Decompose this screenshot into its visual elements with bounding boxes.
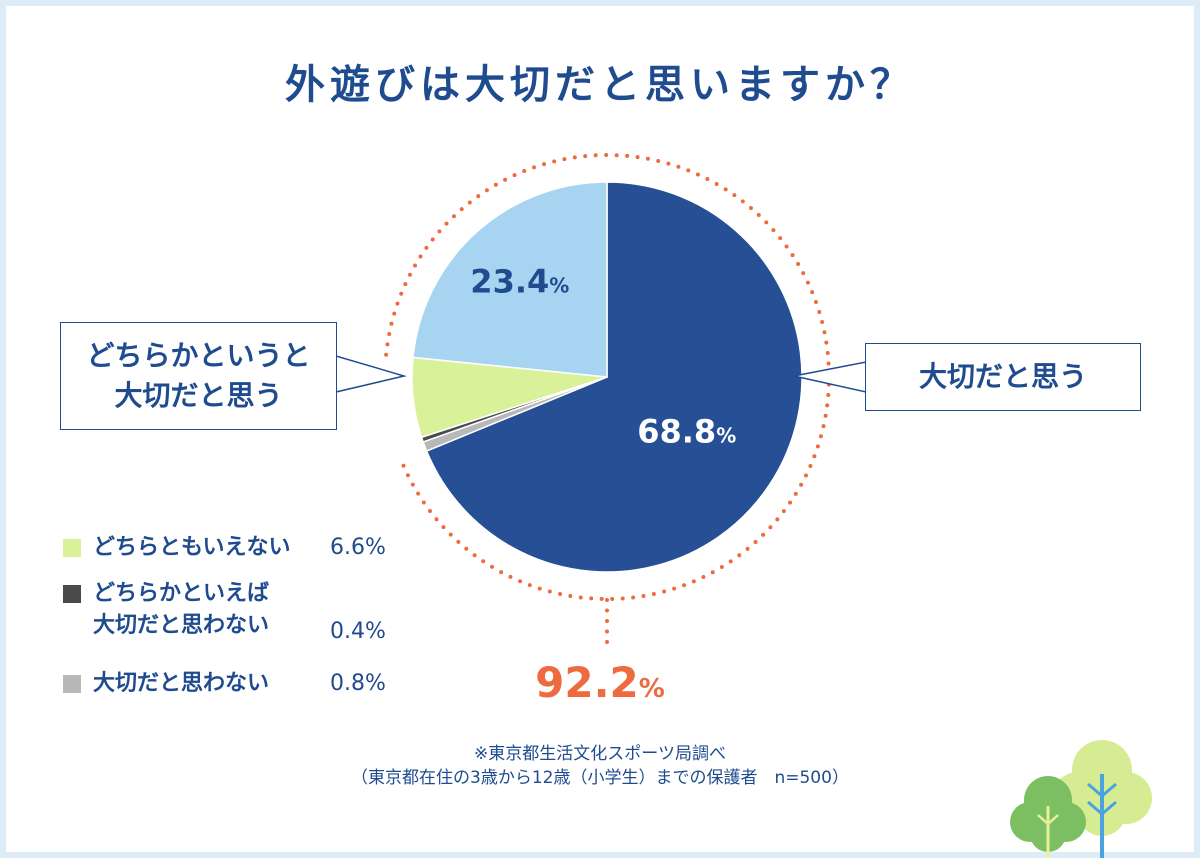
source-line1: ※東京都生活文化スポーツ局調べ [474,744,726,764]
tree-illustration [1010,740,1152,858]
total-percent-label: 92.2% [535,658,665,707]
legend-value: 0.4% [330,619,386,644]
legend-swatch [63,539,81,557]
legend-label: どちらともいえない [93,535,291,560]
callout-right-pointer [793,361,867,393]
pie-slice [412,181,608,378]
source-line2: （東京都在住の3歳から12歳（小学生）までの保護者 n=500） [351,768,849,788]
legend-swatch [63,675,81,693]
callout-left-pointer [335,354,407,393]
legend-label: 大切だと思わない [93,671,270,696]
legend-label: どちらかといえば 大切だと思わない [93,578,269,642]
slice-data-percent: % [716,423,736,447]
legend-value: 6.6% [330,535,386,560]
slice-data-percent: % [549,274,569,298]
legend-swatch [63,585,81,603]
callout-left-line2: 大切だと思う [114,379,283,412]
legend-label-line1: どちらかといえば [93,581,270,606]
total-percent-sign: % [639,674,665,704]
pie-slices [411,181,803,573]
slice-labels: 68.8%23.4% [470,263,736,451]
total-value: 92.2 [535,658,639,707]
pie-slice [425,181,803,573]
source-note: ※東京都生活文化スポーツ局調べ （東京都在住の3歳から12歳（小学生）までの保護… [300,742,900,790]
chart-title: 外遊びは大切だと思いますか？ [285,62,915,108]
slice-data-label: 23.4% [470,263,569,301]
legend-value: 0.8% [330,671,386,696]
callout-important: 大切だと思う [865,343,1141,411]
slice-data-value: 23.4 [470,263,549,301]
legend-label-line2: 大切だと思わない [93,613,270,638]
callout-somewhat-important: どちらかというと 大切だと思う [60,322,337,430]
callout-left-line1: どちらかというと [86,339,311,372]
slice-data-label: 68.8% [637,412,736,450]
slice-data-value: 68.8 [637,412,716,450]
